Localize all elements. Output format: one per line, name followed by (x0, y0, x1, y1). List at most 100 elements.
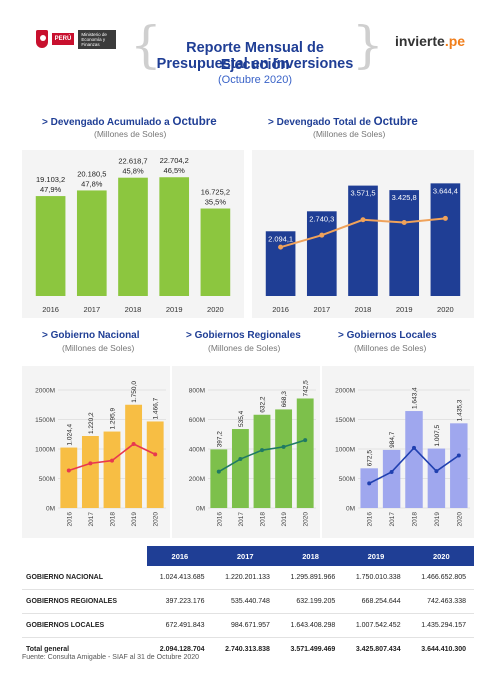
trend-point (110, 458, 114, 463)
table-cell: 1.435.294.157 (408, 613, 474, 638)
table-cell: 1.466.652.805 (408, 566, 474, 590)
table-header-year: 2018 (277, 546, 344, 566)
table-header-year: 2017 (212, 546, 278, 566)
value-label: 1.643,4 (412, 387, 419, 409)
value-label: 3.425,8 (392, 193, 417, 202)
value-label: 397,2 (216, 431, 223, 448)
left-brace-icon: { (130, 16, 162, 74)
value-label: 1.295,9 (110, 407, 117, 429)
x-tick-label: 2016 (272, 305, 289, 314)
trend-point (88, 461, 93, 466)
total-octubre-unit: (Millones de Soles) (313, 129, 386, 139)
table-cell: 742.463.338 (408, 589, 474, 614)
acumulado-unit: (Millones de Soles) (94, 129, 167, 139)
row-label: GOBIERNOS REGIONALES (22, 589, 148, 614)
y-tick-label: 600M (189, 417, 205, 424)
y-tick-label: 0M (196, 506, 205, 513)
table-cell: 2.740.313.838 (212, 637, 278, 661)
acumulado-title-month: Octubre (172, 116, 217, 128)
trend-point (66, 468, 71, 473)
table-row: GOBIERNOS REGIONALES 397.223.176 535.440.7… (22, 589, 474, 614)
shield-icon (36, 30, 48, 48)
value-label: 984,7 (389, 431, 396, 448)
acumulado-title-prefix: > Devengado Acumulado a (42, 117, 173, 128)
trend-point (401, 219, 407, 225)
x-tick-label: 2017 (313, 305, 330, 314)
value-label: 535,4 (238, 410, 245, 427)
table-header-year: 2016 (147, 546, 213, 566)
bar (159, 177, 190, 296)
table-cell: 397.223.176 (147, 589, 213, 614)
y-tick-label: 0M (46, 506, 55, 513)
percent-label: 47,9% (40, 185, 62, 194)
percent-label: 45,8% (122, 167, 144, 176)
trend-point (456, 453, 461, 458)
table-cell: 3.571.499.469 (277, 637, 344, 661)
bar (348, 185, 378, 296)
bar (296, 398, 314, 508)
bar (389, 190, 420, 296)
trend-point (319, 232, 325, 238)
bar (430, 183, 461, 296)
table-cell: 984.671.957 (212, 613, 278, 638)
x-tick-label: 2020 (207, 305, 224, 314)
nacional-panel: 0M 500M 1000M 1500M 2000M 1.024,4 2016 1.220,2 2… (22, 366, 170, 538)
logo-main: invierte (395, 33, 445, 49)
x-tick-label: 2020 (437, 305, 454, 314)
nacional-chart: 0M 500M 1000M 1500M 2000M 1.024,4 2016 1.220,2 2… (35, 381, 166, 527)
right-brace-icon: } (352, 16, 384, 74)
y-tick-label: 0M (346, 506, 355, 513)
trend-point (303, 438, 308, 443)
nacional-title: > Gobierno Nacional (42, 330, 140, 341)
report-subtitle: (Octubre 2020) (218, 74, 292, 86)
value-label: 2.740,3 (309, 214, 334, 223)
regionales-unit: (Millones de Soles) (208, 343, 281, 353)
y-tick-label: 200M (189, 476, 205, 483)
report-title-line2: Presupuestal en Inversiones (156, 56, 354, 72)
trend-point (281, 444, 286, 449)
locales-title: > Gobiernos Locales (338, 330, 437, 341)
locales-chart: 0M 500M 1000M 1500M 2000M 672,5 2016 984,7 2017 1… (335, 387, 470, 527)
x-tick-label: 2019 (434, 512, 441, 527)
x-tick-label: 2017 (238, 512, 245, 527)
row-label: GOBIERNO NACIONAL (22, 566, 148, 590)
table-cell: 3.425.807.434 (343, 637, 409, 661)
y-tick-label: 500M (39, 476, 55, 483)
locales-unit: (Millones de Soles) (354, 343, 427, 353)
row-label: GOBIERNOS LOCALES (22, 613, 148, 638)
value-label: 742,5 (303, 380, 310, 397)
total-octubre-title-month: Octubre (373, 116, 418, 128)
nacional-unit: (Millones de Soles) (62, 343, 135, 353)
y-tick-label: 1500M (335, 417, 355, 424)
regionales-panel: 0M 200M 400M 600M 800M 397,2 2016 535,4 2017 632,… (172, 366, 320, 538)
x-tick-label: 2019 (166, 305, 183, 314)
table-body: GOBIERNO NACIONAL 1.024.413.685 1.220.201.… (22, 566, 474, 661)
y-tick-label: 1500M (35, 417, 55, 424)
value-label: 3.571,5 (350, 189, 375, 198)
trend-point (367, 481, 372, 486)
table-cell: 1.220.201.133 (212, 566, 278, 590)
x-tick-label: 2019 (131, 512, 138, 527)
value-label: 668,3 (281, 391, 288, 408)
x-tick-label: 2018 (260, 512, 267, 527)
table-cell: 1.007.542.452 (343, 613, 409, 638)
x-tick-label: 2020 (153, 512, 160, 527)
x-tick-label: 2019 (281, 512, 288, 527)
value-label: 1.750,0 (131, 381, 138, 403)
acumulado-panel: 2016 19.103,2 47,9% 2017 20.180,5 47,8% 2018 22… (22, 150, 244, 318)
x-tick-label: 2016 (42, 305, 59, 314)
bar (35, 196, 66, 296)
source-note: Fuente: Consulta Amigable - SIAF al 31 d… (22, 654, 200, 661)
value-label: 672,5 (367, 450, 374, 467)
trend-point (216, 469, 221, 474)
value-label: 2.094,1 (268, 234, 293, 243)
value-label: 16.725,2 (201, 188, 230, 197)
x-tick-label: 2020 (456, 512, 463, 527)
y-tick-label: 400M (189, 447, 205, 454)
value-label: 632,2 (260, 396, 267, 413)
table-row: GOBIERNO NACIONAL 1.024.413.685 1.220.201.… (22, 566, 474, 590)
x-tick-label: 2016 (216, 512, 223, 527)
table-cell: 2.094.128.704 (147, 637, 213, 661)
y-tick-label: 2000M (335, 388, 355, 395)
bar (253, 414, 271, 508)
